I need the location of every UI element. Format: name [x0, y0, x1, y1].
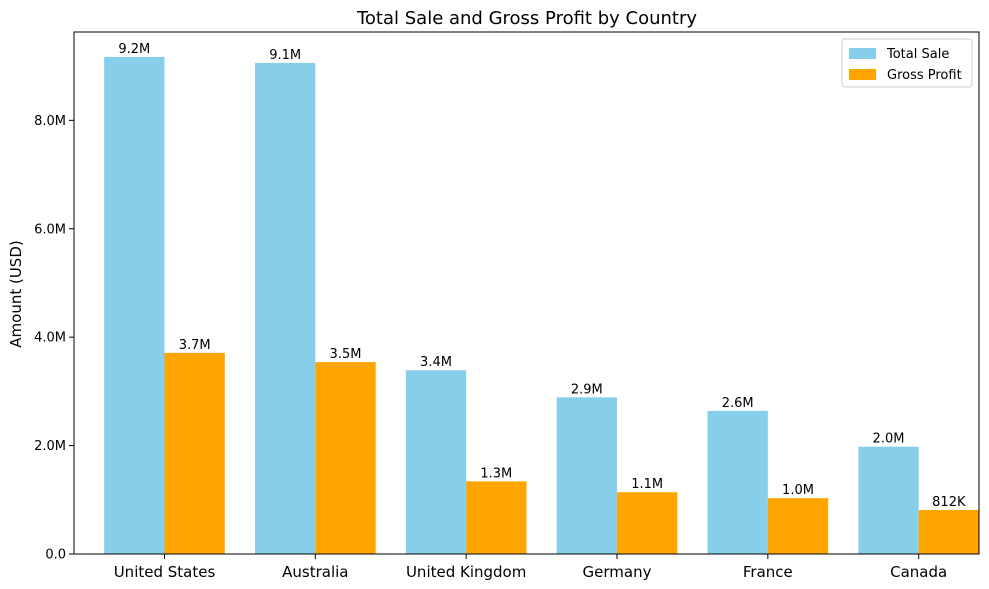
y-tick-label: 8.0M — [34, 114, 66, 129]
total-sale-bar — [255, 62, 316, 555]
y-tick-label: 2.0M — [34, 439, 66, 454]
x-tick-label: Australia — [282, 563, 348, 581]
y-axis-title: Amount (USD) — [7, 240, 25, 347]
gross-profit-value-label: 1.0M — [782, 483, 814, 498]
x-axis-ticks: United States Australia United Kingdom Germ… — [114, 554, 947, 581]
gross-profit-value-label: 812K — [932, 495, 966, 510]
gross-profit-bar — [164, 352, 225, 554]
gross-profit-bar — [918, 509, 979, 554]
gross-profit-bar — [315, 362, 376, 554]
total-sale-bar — [858, 446, 919, 554]
total-sale-value-label: 9.1M — [269, 48, 301, 63]
x-tick-label: United States — [114, 563, 216, 581]
y-tick-label: 6.0M — [34, 222, 66, 237]
x-tick-label: France — [743, 563, 793, 581]
total-sale-bar — [104, 56, 165, 555]
gross-profit-value-label: 1.3M — [480, 466, 512, 481]
y-axis-ticks: 0.0 2.0M 4.0M 6.0M 8.0M — [34, 114, 74, 563]
chart-title: Total Sale and Gross Profit by Country — [356, 8, 697, 29]
total-sale-value-label: 2.9M — [571, 382, 603, 397]
x-tick-label: Germany — [583, 563, 652, 581]
gross-profit-bar — [466, 481, 527, 554]
legend-swatch — [849, 69, 876, 80]
x-tick-label: Canada — [890, 563, 947, 581]
total-sale-bar — [556, 397, 617, 554]
legend-swatch — [849, 48, 876, 59]
y-tick-label: 4.0M — [34, 331, 66, 346]
gross-profit-value-label: 1.1M — [631, 477, 663, 492]
total-sale-value-label: 2.6M — [722, 396, 754, 411]
y-tick-label: 0.0 — [45, 548, 66, 563]
total-sale-bar — [405, 370, 467, 554]
plot-frame — [73, 31, 980, 555]
data-labels-group: 9.2M 3.7M 9.1M 3.5M 3.4M 1.3M 2.9M 1.1M 2.6M 1.0M… — [118, 42, 966, 510]
total-sale-value-label: 9.2M — [118, 42, 150, 57]
bars-group — [104, 56, 979, 555]
legend-label: Total Sale — [886, 47, 949, 62]
gross-profit-bar — [617, 492, 678, 554]
total-sale-value-label: 3.4M — [420, 355, 452, 370]
legend-label: Gross Profit — [887, 68, 962, 83]
x-tick-label: United Kingdom — [406, 563, 526, 581]
gross-profit-value-label: 3.5M — [330, 347, 362, 362]
legend: Total Sale Gross Profit — [841, 38, 973, 88]
total-sale-value-label: 2.0M — [873, 432, 905, 447]
total-sale-bar — [707, 410, 768, 554]
gross-profit-value-label: 3.7M — [179, 338, 211, 353]
gross-profit-bar — [767, 498, 829, 554]
